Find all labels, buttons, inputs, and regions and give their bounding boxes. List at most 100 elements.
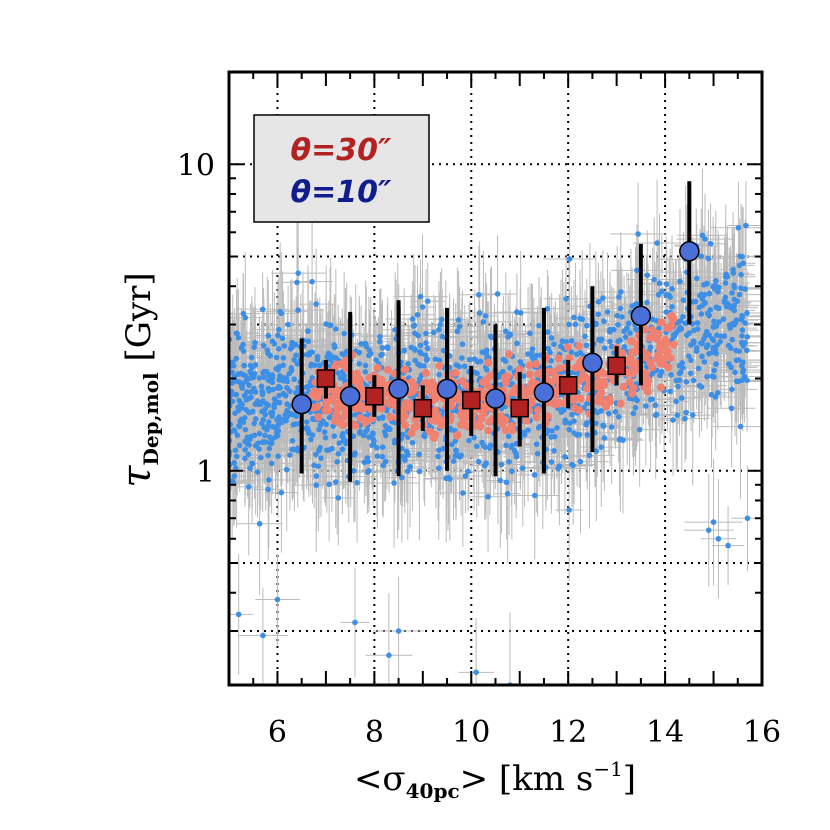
scatter-point-theta10 (266, 445, 273, 452)
scatter-point-theta10 (514, 309, 520, 315)
scatter-point-theta10 (294, 361, 301, 367)
scatter-point-theta10 (634, 301, 640, 307)
scatter-point-theta10 (431, 329, 437, 336)
scatter-point-theta10 (276, 376, 282, 383)
scatter-point-theta10 (374, 453, 381, 459)
scatter-point-theta10 (703, 328, 710, 335)
scatter-point-theta30 (534, 406, 543, 415)
scatter-point-theta10 (551, 433, 558, 440)
scatter-point-theta10 (577, 458, 584, 465)
scatter-point-theta10 (327, 352, 334, 359)
scatter-point-theta10 (391, 480, 397, 486)
scatter-point-theta10 (283, 375, 290, 381)
scatter-point-theta10 (716, 305, 722, 312)
scatter-point-theta10 (295, 384, 301, 391)
scatter-point-theta30 (595, 391, 604, 400)
scatter-point-theta10 (292, 421, 299, 427)
scatter-point-theta10 (600, 422, 606, 429)
scatter-point-theta10 (438, 316, 445, 323)
scatter-point-theta30 (657, 383, 666, 392)
scatter-point-theta10 (593, 420, 599, 427)
scatter-point-theta10 (386, 652, 392, 659)
scatter-point-theta10 (279, 419, 285, 426)
scatter-point-theta10 (513, 453, 520, 460)
scatter-point-theta30 (333, 417, 342, 426)
scatter-point-theta10 (335, 450, 342, 457)
scatter-point-theta10 (683, 332, 690, 339)
scatter-point-theta10 (711, 285, 718, 292)
scatter-point-theta30 (360, 416, 369, 425)
scatter-point-theta10 (723, 271, 729, 278)
scatter-point-theta10 (404, 468, 411, 475)
scatter-point-theta10 (379, 444, 386, 450)
scatter-point-theta10 (498, 461, 505, 468)
scatter-point-theta30 (501, 426, 510, 435)
scatter-point-theta10 (729, 336, 736, 343)
scatter-point-theta10 (268, 410, 274, 416)
scatter-point-theta10 (706, 350, 712, 357)
scatter-point-theta30 (528, 381, 537, 390)
scatter-point-theta10 (680, 365, 686, 371)
scatter-point-theta10 (644, 299, 650, 306)
scatter-point-theta10 (509, 468, 515, 475)
scatter-point-theta10 (244, 389, 250, 395)
scatter-point-theta10 (716, 284, 722, 291)
scatter-point-theta10 (595, 311, 602, 318)
scatter-point-theta10 (677, 318, 684, 324)
scatter-point-theta10 (315, 463, 322, 469)
scatter-point-theta10 (436, 371, 443, 378)
scatter-point-theta10 (260, 632, 266, 639)
scatter-point-theta10 (599, 295, 606, 302)
scatter-point-theta10 (265, 452, 271, 459)
scatter-point-theta10 (728, 405, 735, 412)
scatter-point-theta30 (425, 427, 434, 436)
scatter-point-theta10 (423, 330, 429, 337)
scatter-point-theta10 (275, 453, 281, 459)
scatter-point-theta10 (416, 361, 422, 368)
scatter-point-theta10 (392, 326, 398, 333)
scatter-point-theta10 (370, 441, 377, 448)
scatter-point-theta10 (519, 465, 526, 471)
scatter-point-theta10 (737, 253, 743, 260)
scatter-point-theta10 (412, 330, 418, 337)
scatter-point-theta10 (334, 458, 340, 465)
scatter-point-theta10 (304, 419, 310, 425)
scatter-point-theta10 (352, 450, 358, 456)
scatter-point-theta10 (715, 535, 722, 542)
scatter-point-theta10 (653, 411, 660, 418)
scatter-point-theta10 (273, 398, 279, 405)
scatter-point-theta10 (241, 362, 247, 369)
scatter-point-theta10 (601, 318, 607, 325)
scatter-point-theta10 (707, 307, 714, 313)
scatter-point-theta10 (744, 334, 751, 340)
scatter-point-theta10 (240, 419, 247, 426)
scatter-point-theta10 (274, 596, 281, 603)
scatter-point-theta10 (251, 385, 257, 392)
scatter-point-theta10 (736, 291, 743, 298)
scatter-point-theta10 (229, 359, 236, 366)
scatter-point-theta10 (280, 355, 287, 361)
scatter-point-theta30 (421, 368, 430, 377)
scatter-point-theta10 (725, 542, 731, 549)
scatter-point-theta10 (595, 299, 602, 305)
scatter-point-theta10 (278, 310, 285, 317)
scatter-point-theta10 (710, 337, 717, 344)
scatter-point-theta10 (695, 365, 702, 372)
scatter-point-theta10 (709, 373, 715, 379)
scatter-point-theta10 (619, 314, 625, 320)
scatter-point-theta10 (732, 369, 738, 376)
scatter-point-theta10 (286, 370, 293, 377)
scatter-point-theta10 (676, 327, 682, 333)
scatter-point-theta10 (728, 364, 735, 371)
scatter-point-theta10 (417, 293, 424, 300)
scatter-point-theta10 (456, 323, 463, 330)
scatter-point-theta30 (664, 363, 673, 372)
scatter-point-theta30 (400, 403, 409, 412)
scatter-point-theta10 (737, 423, 744, 430)
scatter-point-theta30 (522, 416, 531, 425)
scatter-point-theta10 (687, 370, 694, 377)
scatter-point-theta10 (331, 433, 338, 439)
scatter-point-theta10 (379, 453, 386, 460)
scatter-point-theta10 (262, 411, 269, 418)
scatter-point-theta10 (503, 479, 510, 486)
